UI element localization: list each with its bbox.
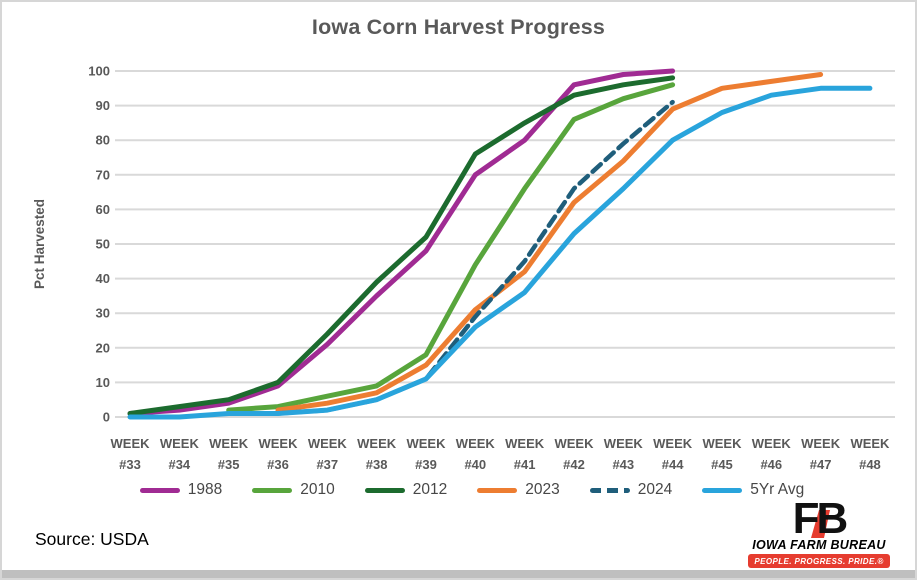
x-tick-week-43: WEEK xyxy=(604,436,644,451)
y-tick-label-90: 90 xyxy=(96,98,110,113)
series-line-1988 xyxy=(127,68,676,416)
legend-item-2012: 2012 xyxy=(364,481,448,499)
chart-legend: 1988 2010 2012 2023 2024 5Yr Avg xyxy=(62,481,882,499)
logo-name: IOWA FARM BUREAU xyxy=(752,538,886,552)
x-tick-num-35: #35 xyxy=(218,457,240,472)
y-tick-label-10: 10 xyxy=(96,375,110,390)
x-tick-num-46: #46 xyxy=(760,457,782,472)
logo-red-accent xyxy=(811,510,830,538)
x-tick-num-43: #43 xyxy=(612,457,634,472)
x-tick-num-45: #45 xyxy=(711,457,733,472)
x-tick-week-38: WEEK xyxy=(357,436,397,451)
bottom-window-edge xyxy=(2,570,915,578)
legend-swatch-2023 xyxy=(477,487,518,493)
iowa-farm-bureau-logo: FB IOWA FARM BUREAU PEOPLE. PROGRESS. PR… xyxy=(739,494,899,568)
legend-label: 5Yr Avg xyxy=(750,481,805,498)
x-tick-num-37: #37 xyxy=(316,457,338,472)
y-tick-label-50: 50 xyxy=(96,237,110,252)
x-tick-week-35: WEEK xyxy=(209,436,249,451)
legend-item-2024: 2024 xyxy=(589,481,673,499)
legend-swatch-2024 xyxy=(589,487,630,493)
x-tick-num-40: #40 xyxy=(464,457,486,472)
series-line-2023 xyxy=(275,72,824,413)
x-tick-num-33: #33 xyxy=(119,457,141,472)
x-tick-num-41: #41 xyxy=(514,457,536,472)
legend-label: 1988 xyxy=(187,481,223,498)
x-tick-week-42: WEEK xyxy=(554,436,594,451)
farm-bureau-fb-monogram-icon: FB xyxy=(793,494,850,540)
legend-item-2010: 2010 xyxy=(252,481,335,499)
y-tick-label-40: 40 xyxy=(96,271,110,286)
x-tick-week-34: WEEK xyxy=(160,436,200,451)
y-tick-label-80: 80 xyxy=(96,133,110,148)
x-tick-week-36: WEEK xyxy=(258,436,298,451)
source-note: Source: USDA xyxy=(35,529,149,549)
series-line-2024 xyxy=(275,99,675,416)
chart-title: Iowa Corn Harvest Progress xyxy=(311,15,606,39)
x-tick-num-47: #47 xyxy=(810,457,832,472)
x-tick-week-33: WEEK xyxy=(111,436,151,451)
y-tick-label-30: 30 xyxy=(96,306,110,321)
x-tick-num-38: #38 xyxy=(366,457,388,472)
x-tick-week-40: WEEK xyxy=(456,436,496,451)
x-tick-week-48: WEEK xyxy=(850,436,890,451)
x-tick-week-47: WEEK xyxy=(801,436,841,451)
x-tick-week-37: WEEK xyxy=(308,436,348,451)
x-tick-num-36: #36 xyxy=(267,457,289,472)
y-tick-label-20: 20 xyxy=(96,340,110,355)
logo-monogram-text: FB xyxy=(793,494,847,540)
legend-swatch-2010 xyxy=(252,487,293,493)
x-tick-week-41: WEEK xyxy=(505,436,545,451)
logo-tagline: PEOPLE. PROGRESS. PRIDE.® xyxy=(748,554,890,568)
x-tick-num-34: #34 xyxy=(168,457,190,472)
y-tick-label-100: 100 xyxy=(88,64,110,79)
legend-item-1988: 1988 xyxy=(139,481,223,499)
y-axis-label: Pct Harvested xyxy=(32,199,47,289)
x-tick-num-42: #42 xyxy=(563,457,585,472)
legend-label: 2010 xyxy=(300,481,335,498)
legend-label: 2023 xyxy=(525,481,560,498)
legend-swatch-2012 xyxy=(364,487,405,493)
series-line-2012 xyxy=(127,75,676,416)
x-tick-week-39: WEEK xyxy=(406,436,446,451)
x-tick-num-39: #39 xyxy=(415,457,437,472)
x-tick-num-44: #44 xyxy=(662,457,684,472)
x-tick-num-48: #48 xyxy=(859,457,881,472)
x-tick-week-45: WEEK xyxy=(702,436,742,451)
y-tick-label-60: 60 xyxy=(96,202,110,217)
series-line-2010 xyxy=(226,82,676,413)
series-line-5yr-avg xyxy=(127,85,873,420)
legend-label: 2012 xyxy=(412,481,448,498)
y-tick-label-0: 0 xyxy=(103,410,110,425)
legend-swatch-1988 xyxy=(139,487,180,493)
legend-label: 2024 xyxy=(637,481,673,498)
legend-swatch-5yr-avg xyxy=(702,487,743,493)
y-tick-label-70: 70 xyxy=(96,167,110,182)
legend-item-2023: 2023 xyxy=(477,481,560,499)
x-tick-week-46: WEEK xyxy=(752,436,792,451)
legend-item-5yr-avg: 5Yr Avg xyxy=(702,481,804,499)
x-tick-week-44: WEEK xyxy=(653,436,693,451)
harvest-progress-line-chart: 0 10 20 30 40 50 60 70 80 90 100 Pct Harvested WEEK #… xyxy=(32,64,895,472)
